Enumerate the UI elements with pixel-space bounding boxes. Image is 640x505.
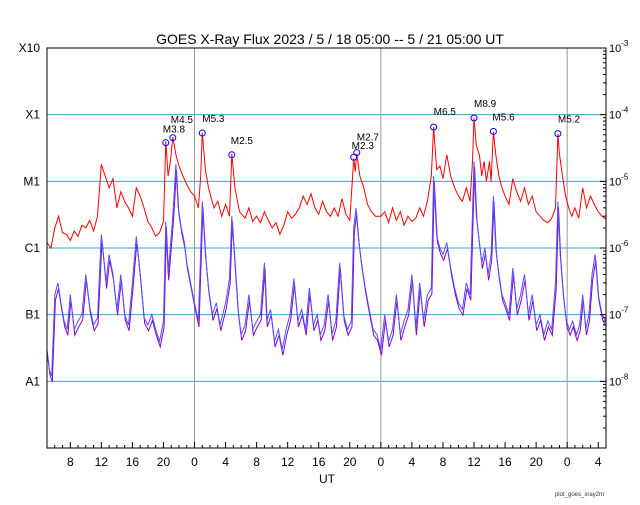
flare-marker xyxy=(489,127,497,135)
flare-label: M5.6 xyxy=(492,112,515,123)
left-axis-label: A1 xyxy=(25,374,40,388)
x-axis-tick-label: 12 xyxy=(95,455,109,469)
x-axis-tick-label: 8 xyxy=(440,455,447,469)
right-axis-label-exponent: -4 xyxy=(621,106,629,115)
x-axis-tick-label: 16 xyxy=(498,455,512,469)
series-long-line xyxy=(46,117,607,250)
x-axis-tick-label: 4 xyxy=(222,455,229,469)
flare-label: M2.3 xyxy=(352,141,375,152)
flare-marker xyxy=(228,151,236,159)
flare-marker xyxy=(554,130,562,138)
left-axis-label: C1 xyxy=(25,241,41,255)
flare-marker xyxy=(162,139,170,147)
left-axis-label: X1 xyxy=(25,108,40,122)
right-axis-label: 10-4 xyxy=(609,106,629,122)
x-axis-tick-label: 20 xyxy=(529,455,543,469)
flare-marker xyxy=(350,153,358,161)
right-axis-label-base: 10 xyxy=(609,43,621,55)
flare-marker xyxy=(353,149,361,157)
flare-label: M5.2 xyxy=(558,115,581,126)
series-short-line xyxy=(46,161,607,377)
x-axis-tick-label: 8 xyxy=(253,455,260,469)
left-axis-label: M1 xyxy=(23,174,40,188)
x-axis-tick-label: 20 xyxy=(157,455,171,469)
right-axis-label-base: 10 xyxy=(609,376,621,388)
x-axis-tick-label: 12 xyxy=(281,455,295,469)
right-axis-label: 10-3 xyxy=(609,39,629,55)
x-axis-tick-label: 4 xyxy=(595,455,602,469)
right-axis-label: 10-8 xyxy=(609,372,629,388)
flare-marker xyxy=(198,129,206,137)
flare-label: M5.3 xyxy=(202,114,225,125)
right-axis-label-base: 10 xyxy=(609,176,621,188)
right-axis-label: 10-6 xyxy=(609,239,629,255)
flare-label: M6.5 xyxy=(434,107,457,118)
series-short-underlay-line xyxy=(47,166,608,382)
flare-label: M8.9 xyxy=(474,99,497,110)
flare-label: M2.7 xyxy=(357,133,380,144)
right-axis-label-base: 10 xyxy=(609,110,621,122)
chart-title: GOES X-Ray Flux 2023 / 5 / 18 05:00 -- 5… xyxy=(156,31,504,47)
flare-label: M4.5 xyxy=(171,115,194,126)
x-axis-tick-label: 16 xyxy=(312,455,326,469)
x-axis-tick-label: 12 xyxy=(467,455,481,469)
x-axis-label: UT xyxy=(319,472,336,486)
right-axis-label: 10-7 xyxy=(609,306,629,322)
x-axis-tick-label: 20 xyxy=(343,455,357,469)
flare-label: M2.5 xyxy=(231,136,254,147)
right-axis-label-exponent: -3 xyxy=(621,39,629,48)
right-axis-label-exponent: -6 xyxy=(621,239,629,248)
left-axis-label: B1 xyxy=(25,308,40,322)
left-axis-label: X10 xyxy=(19,41,41,55)
right-axis-label-exponent: -5 xyxy=(621,172,629,181)
right-axis-label-base: 10 xyxy=(609,243,621,255)
credit-label: plot_goes_xray2m xyxy=(555,492,604,498)
flare-marker xyxy=(169,134,177,142)
x-axis-tick-label: 16 xyxy=(126,455,140,469)
x-axis-tick-label: 8 xyxy=(67,455,74,469)
right-axis-label-base: 10 xyxy=(609,310,621,322)
right-axis-label: 10-5 xyxy=(609,172,629,188)
x-axis-tick-label: 0 xyxy=(191,455,198,469)
x-axis-tick-label: 4 xyxy=(409,455,416,469)
right-axis-label-exponent: -8 xyxy=(621,372,629,381)
flare-label: M3.8 xyxy=(163,125,186,136)
x-axis-tick-label: 0 xyxy=(564,455,571,469)
flare-marker xyxy=(430,123,438,131)
x-axis-tick-label: 0 xyxy=(378,455,385,469)
right-axis-label-exponent: -7 xyxy=(621,306,629,315)
flare-marker xyxy=(470,114,478,122)
